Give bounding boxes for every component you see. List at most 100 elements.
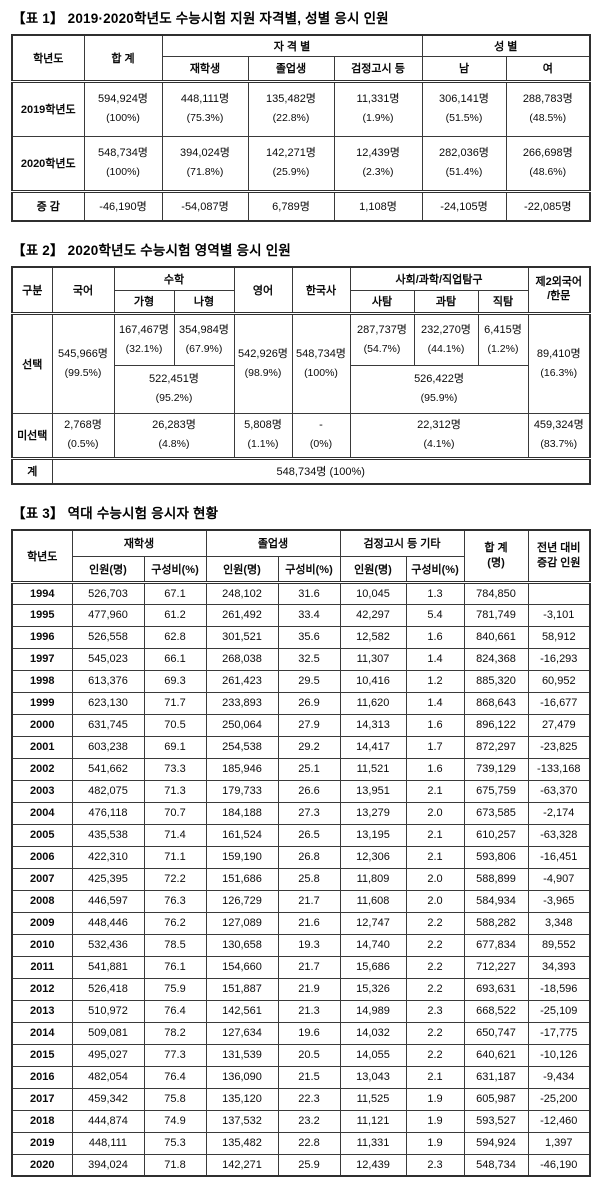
cell-percent: (98.9%): [244, 366, 282, 379]
year-cell: 1995: [11, 603, 73, 627]
cell-percent: (1.1%): [247, 438, 279, 451]
data-cell: 1,397: [527, 1131, 591, 1155]
data-cell: -9,434: [527, 1065, 591, 1089]
data-cell: 32.5: [277, 647, 341, 671]
table2-title: 【표 2】 2020학년도 수능시험 영역별 응시 인원: [12, 243, 291, 258]
col-header-english: 영어: [233, 266, 293, 314]
row-label: 증 감: [11, 189, 85, 222]
year-cell: 2009: [11, 911, 73, 935]
data-cell: 10,416: [339, 669, 407, 693]
data-cell: 22.3: [277, 1087, 341, 1111]
data-cell: -23,825: [527, 735, 591, 759]
data-cell: 2.1: [405, 1065, 465, 1089]
table-row-change: 증 감 -46,190명 -54,087명 6,789명 1,108명 -24,…: [11, 189, 591, 222]
data-cell: -3,101: [527, 603, 591, 627]
data-cell: -46,190: [527, 1153, 591, 1177]
cell-percent: (95.9%): [420, 392, 458, 405]
data-cell: 584,934: [463, 889, 529, 913]
data-cell: 394,024명 (71.8%): [161, 135, 249, 192]
data-cell: 593,527: [463, 1109, 529, 1133]
data-cell: 640,621: [463, 1043, 529, 1067]
cell-value: 12,439명: [356, 147, 400, 160]
data-cell: 2.2: [405, 911, 465, 935]
data-cell: 21.9: [277, 977, 341, 1001]
year-cell: 2014: [11, 1021, 73, 1045]
data-cell: 23.2: [277, 1109, 341, 1133]
data-cell: -16,677: [527, 691, 591, 715]
year-cell: 2012: [11, 977, 73, 1001]
data-cell: 25.8: [277, 867, 341, 891]
data-cell: 71.8: [143, 1153, 207, 1177]
data-cell: 422,310: [71, 845, 145, 869]
cell-percent: (0%): [309, 438, 333, 451]
data-cell: 21.7: [277, 889, 341, 913]
data-cell: 448,111: [71, 1131, 145, 1155]
data-cell: 11,331: [339, 1131, 407, 1155]
cell-percent: (0.5%): [67, 438, 99, 451]
data-cell: 74.9: [143, 1109, 207, 1133]
data-cell: 522,451명 (95.2%): [113, 364, 235, 414]
data-cell: 603,238: [71, 735, 145, 759]
cell-percent: (54.7%): [363, 342, 401, 355]
col-header-second-language: 제2외국어 /한문: [527, 266, 591, 314]
data-cell: 62.8: [143, 625, 207, 649]
table-row-2020: 2020학년도 548,734명 (100%) 394,024명 (71.8%) 1…: [11, 135, 591, 192]
data-cell: 76.4: [143, 999, 207, 1023]
data-cell: 594,924: [463, 1131, 529, 1155]
table-row: 2001 603,238 69.1 254,538 29.2 14,417 1.7 872,2…: [11, 735, 591, 759]
table3-title: 【표 3】 역대 수능시험 응시자 현황: [12, 506, 219, 521]
table-row-2019: 2019학년도 594,924명 (100%) 448,111명 (75.3%) 1…: [11, 79, 591, 137]
data-cell: 75.9: [143, 977, 207, 1001]
data-cell: 179,733: [205, 779, 279, 803]
data-cell: 545,966명 (99.5%): [51, 311, 115, 414]
cell-percent: (75.3%): [186, 112, 224, 125]
data-cell: 448,446: [71, 911, 145, 935]
data-cell: 548,734명 (100%): [83, 135, 163, 192]
table1-qualification-gender: 학년도 합 계 자 격 별 성 별 재학생 졸업생 검정고시 등 남 여 201…: [11, 34, 592, 222]
data-cell: 27,479: [527, 713, 591, 737]
data-cell: 885,320: [463, 669, 529, 693]
cell-value: 26,283명: [152, 419, 196, 432]
table-row: 1999 623,130 71.7 233,893 26.9 11,620 1.4 868,6…: [11, 691, 591, 715]
data-cell: 2.1: [405, 823, 465, 847]
year-cell: 2011: [11, 955, 73, 979]
data-cell: 167,467명 (32.1%): [113, 311, 175, 366]
data-cell: -18,596: [527, 977, 591, 1001]
data-cell: 495,027: [71, 1043, 145, 1067]
data-cell: 2.2: [405, 1021, 465, 1045]
data-cell: 2,768명 (0.5%): [51, 412, 115, 459]
data-cell: 425,395: [71, 867, 145, 891]
table-row-unselected: 미선택 2,768명 (0.5%) 26,283명 (4.8%) 5,808명 (1.…: [11, 412, 591, 459]
data-cell: 1.4: [405, 691, 465, 715]
cell-value: 548,734명: [296, 347, 346, 360]
data-cell: 459,342: [71, 1087, 145, 1111]
data-cell: 11,121: [339, 1109, 407, 1133]
data-cell: 13,043: [339, 1065, 407, 1089]
data-cell: 668,522: [463, 999, 529, 1023]
data-cell: 154,660: [205, 955, 279, 979]
col-group-enrolled: 재학생: [71, 529, 207, 557]
year-cell: 2007: [11, 867, 73, 891]
cell-percent: (100%): [106, 112, 140, 125]
data-cell: 542,926명 (98.9%): [233, 311, 293, 414]
data-cell: 532,436: [71, 933, 145, 957]
cell-percent: (1.2%): [487, 342, 519, 355]
data-cell: 896,122: [463, 713, 529, 737]
data-cell: -133,168: [527, 757, 591, 781]
table-row: 1997 545,023 66.1 268,038 32.5 11,307 1.4 824,3…: [11, 647, 591, 671]
row-label: 2020학년도: [11, 135, 85, 192]
year-cell: 2010: [11, 933, 73, 957]
data-cell: 72.2: [143, 867, 207, 891]
data-cell: 58,912: [527, 625, 591, 649]
cell-value: 2,768명: [64, 419, 102, 432]
year-cell: 1996: [11, 625, 73, 649]
data-cell: 135,120: [205, 1087, 279, 1111]
data-cell: 13,195: [339, 823, 407, 847]
data-cell: 29.5: [277, 669, 341, 693]
cell-value: 545,966명: [58, 347, 108, 360]
data-cell: 5,808명 (1.1%): [233, 412, 293, 459]
data-cell: 130,658: [205, 933, 279, 957]
col-header-female: 여: [505, 55, 591, 82]
data-cell: 70.7: [143, 801, 207, 825]
data-cell: 301,521: [205, 625, 279, 649]
